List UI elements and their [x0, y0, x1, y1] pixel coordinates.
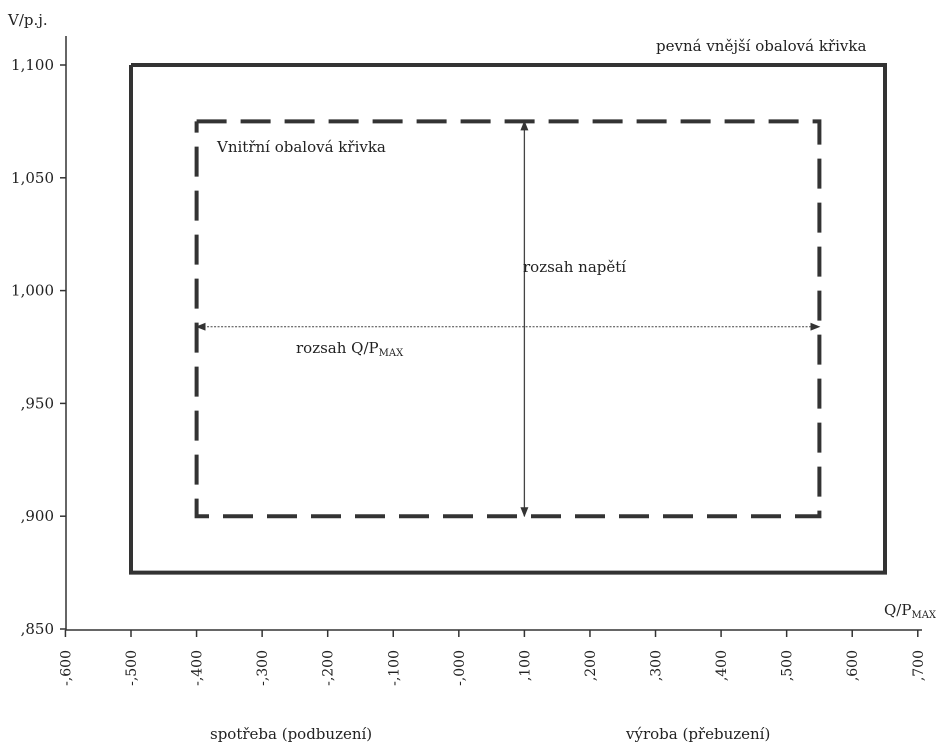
x-tick-label: ,500 [780, 650, 796, 681]
x-tick-label: -,200 [321, 650, 337, 686]
series-layer [129, 63, 887, 575]
x-tick-label: ,600 [845, 650, 861, 681]
y-tick-label: ,950 [21, 394, 54, 412]
x-tick-label: -,600 [58, 650, 74, 686]
x-tick-label: ,100 [517, 650, 533, 681]
x-tick-label: -,300 [255, 650, 271, 686]
q-range-label: rozsah Q/PMAX [296, 339, 404, 359]
y-tick-label: 1,050 [11, 169, 54, 187]
x-tick-label: ,300 [649, 650, 665, 681]
x-tick-label: -,100 [386, 650, 402, 686]
inner-curve-label: Vnitřní obalová křivka [216, 138, 386, 156]
y-tick-label: 1,000 [11, 282, 54, 300]
outer-curve-label: pevná vnější obalová křivka [656, 37, 866, 55]
y-tick-label: 1,100 [11, 56, 54, 74]
x-axis-title: Q/PMAX [884, 601, 937, 621]
x-axis-ticks: -,600 -,500 -,400 -,300 -,200 -,100 -,000 ,100,… [58, 630, 927, 686]
x-tick-label: ,400 [714, 650, 730, 681]
x-tick-label: ,700 [911, 650, 927, 681]
x-tick-label: -,000 [452, 650, 468, 686]
y-tick-label: ,900 [21, 507, 54, 525]
voltage-range-label: rozsah napětí [523, 258, 626, 276]
y-axis-title: V/p.j. [7, 11, 48, 29]
x-tick-label: -,400 [190, 650, 206, 686]
production-label: výroba (přebuzení) [625, 725, 770, 743]
y-axis-ticks: 1,100 1,050 1,000 ,950 ,900 ,850 [11, 56, 66, 638]
outer-envelope-curve [129, 63, 887, 575]
x-tick-label: -,500 [124, 650, 140, 686]
arrow-layer [195, 120, 821, 518]
x-tick-label: ,200 [583, 650, 599, 681]
inner-envelope-curve [194, 119, 822, 519]
y-tick-label: ,850 [21, 620, 54, 638]
consumption-label: spotřeba (podbuzení) [210, 725, 372, 743]
